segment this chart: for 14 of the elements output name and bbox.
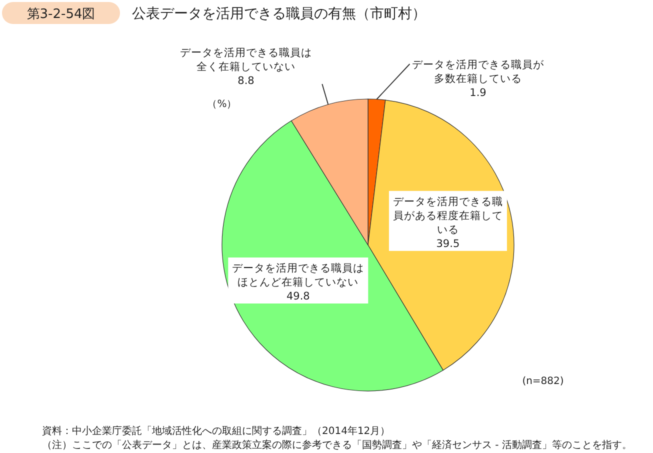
data-label: 39.5	[436, 238, 460, 250]
data-label: 8.8	[238, 75, 254, 87]
text: 資料：中小企業庁委託「地域活性化への取組に関する調査」（2014年12月）	[42, 425, 390, 437]
slice-label: データを活用できる職員がある程度在籍している	[392, 194, 503, 236]
text: （%）	[207, 99, 237, 110]
text: 第3-2-54図	[26, 7, 96, 22]
chart-title: 公表データを活用できる職員の有無（市町村）	[132, 6, 426, 22]
data-label: 49.8	[286, 290, 310, 302]
data-label: 1.9	[470, 87, 486, 99]
text: （注）ここでの「公表データ」とは、産業政策立案の際に参考できる「国勢調査」や「経済センサス - 活動調査」等のことを指す。	[42, 439, 632, 451]
text: (n=882)	[522, 376, 564, 387]
slice-label: データを活用できる職員が多数在籍している	[412, 58, 545, 85]
slice-label: データを活用できる職員はほとんど在籍していない	[232, 262, 364, 288]
slice-label: データを活用できる職員は全く在籍していない	[180, 46, 312, 73]
